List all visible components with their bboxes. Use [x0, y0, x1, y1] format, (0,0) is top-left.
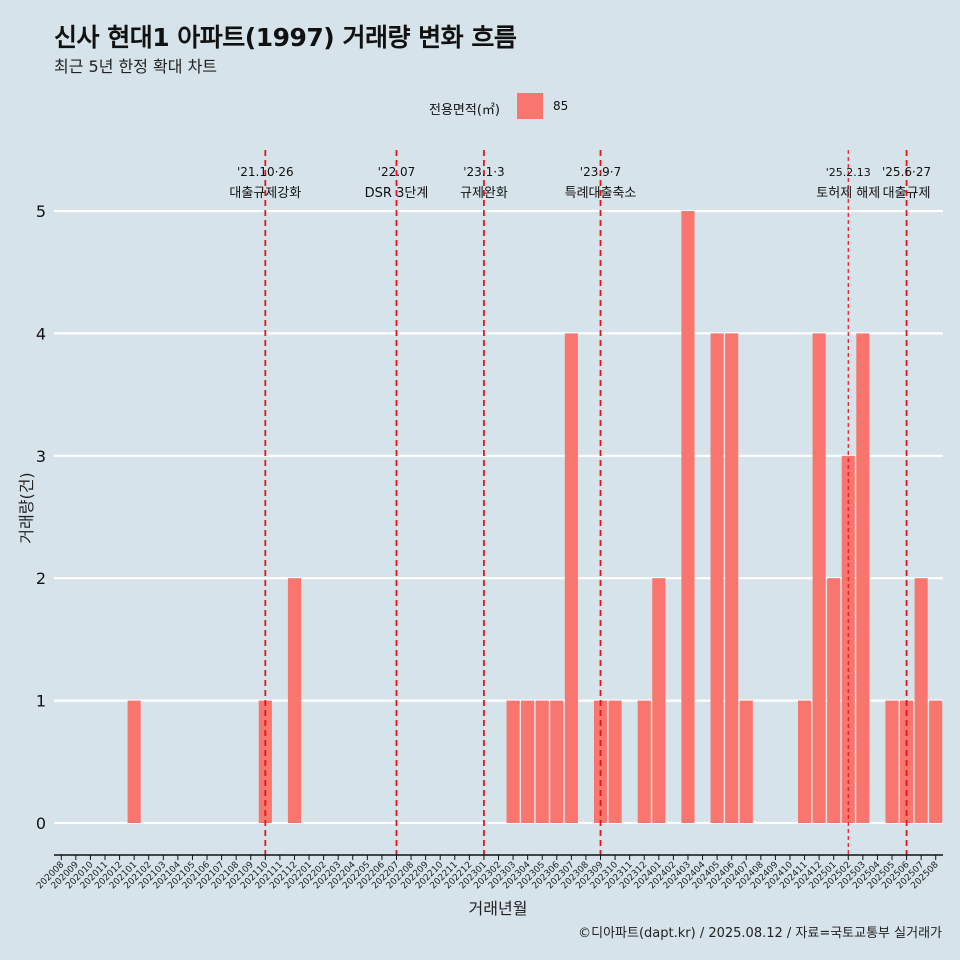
grid-layer: 0 1 2 3 4 5 — [36, 202, 943, 833]
event-name-label: 토허제 해제 — [816, 186, 880, 201]
bar — [797, 700, 812, 823]
axis-layer: 2020082020092020102020112020122021012021… — [35, 854, 943, 891]
event-name-label: 특례대출축소 — [565, 186, 637, 201]
bar — [652, 578, 666, 823]
chart-subtitle: 최근 5년 한정 확대 차트 — [54, 57, 218, 76]
event-date-label: '21.10·26 — [237, 165, 294, 179]
x-axis-label: 거래년월 — [469, 899, 528, 918]
event-date-label: '25.6·27 — [882, 165, 931, 179]
legend-label: 85 — [553, 99, 569, 113]
y-tick-label: 0 — [36, 814, 46, 833]
event-name-label: 대출규제 — [883, 186, 931, 201]
caption: ©디아파트(dapt.kr) / 2025.08.12 / 자료=국토교통부 실… — [578, 926, 942, 941]
bar — [564, 333, 578, 823]
legend-swatch — [517, 93, 543, 119]
bar — [127, 700, 141, 823]
bar — [550, 700, 564, 823]
event-date-label: '25.2.13 — [826, 166, 871, 179]
chart-title: 신사 현대1 아파트(1997) 거래량 변화 흐름 — [54, 23, 517, 52]
bar — [287, 578, 302, 823]
legend-title: 전용면적(㎡) — [429, 103, 500, 118]
bar — [710, 333, 724, 823]
bar — [827, 578, 841, 823]
bar — [506, 700, 520, 823]
y-tick-label: 4 — [36, 324, 46, 343]
bar — [681, 211, 695, 823]
y-tick-label: 5 — [36, 202, 46, 221]
event-date-label: '23.9·7 — [580, 165, 621, 179]
bar-layer — [127, 211, 943, 823]
event-name-label: 대출규제강화 — [229, 186, 301, 201]
event-name-label: 규제완화 — [460, 186, 508, 201]
bar — [812, 333, 826, 823]
event-layer: '21.10·26 대출규제강화 '22.07 DSR 3단계 '23.1·3 규제완화 '… — [229, 150, 931, 855]
bar — [929, 700, 943, 823]
y-tick-label: 2 — [36, 569, 46, 588]
bar — [535, 700, 549, 823]
event-date-label: '22.07 — [378, 165, 416, 179]
bar — [856, 333, 870, 823]
y-axis-label: 거래량(건) — [17, 472, 36, 543]
bar — [885, 700, 899, 823]
event-name-label: DSR 3단계 — [365, 186, 429, 201]
bar — [608, 700, 622, 823]
bar — [637, 700, 651, 823]
bar — [914, 578, 928, 823]
event-date-label: '23.1·3 — [463, 165, 504, 179]
bar — [521, 700, 535, 823]
bar — [841, 455, 855, 823]
bar — [725, 333, 739, 823]
y-tick-label: 1 — [36, 692, 46, 711]
bar — [739, 700, 753, 823]
y-tick-label: 3 — [36, 447, 46, 466]
